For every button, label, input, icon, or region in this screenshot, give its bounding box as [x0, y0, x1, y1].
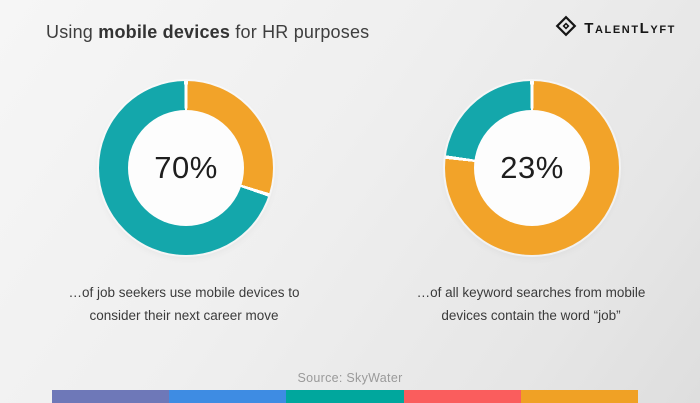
title-prefix: Using — [46, 22, 99, 42]
title-bold: mobile devices — [98, 22, 231, 42]
bar-segment — [52, 390, 170, 403]
caption-right: …of all keyword searches from mobile dev… — [383, 281, 679, 327]
talentlyft-diamond-icon — [555, 15, 577, 42]
logo-wordmark: TalentLyft — [584, 20, 676, 37]
donut-chart-keyword-searches: 23% — [445, 81, 619, 255]
bar-segment — [520, 390, 639, 403]
caption-left: …of job seekers use mobile devices to co… — [36, 281, 332, 327]
page-title: Using mobile devices for HR purposes — [46, 19, 369, 45]
percent-label-right: 23% — [500, 150, 564, 185]
bar-segment — [286, 390, 404, 403]
donut-chart-mobile-job-seekers: 70% — [99, 81, 273, 255]
bar-segment — [169, 390, 287, 403]
caption-left-line1: …of job seekers use mobile devices to — [68, 285, 300, 300]
donut-hole: 23% — [474, 110, 590, 226]
bar-segment — [403, 390, 521, 403]
bottom-color-bar — [52, 390, 639, 403]
percent-label-left: 70% — [154, 150, 218, 185]
title-suffix: for HR purposes — [230, 22, 370, 42]
donut-hole: 70% — [128, 110, 244, 226]
source-text: Source: SkyWater — [297, 371, 403, 385]
caption-right-line1: …of all keyword searches from mobile — [416, 285, 646, 300]
caption-right-line2: devices contain the word “job” — [441, 308, 621, 323]
caption-left-line2: consider their next career move — [89, 308, 279, 323]
talentlyft-logo: TalentLyft — [555, 15, 676, 42]
